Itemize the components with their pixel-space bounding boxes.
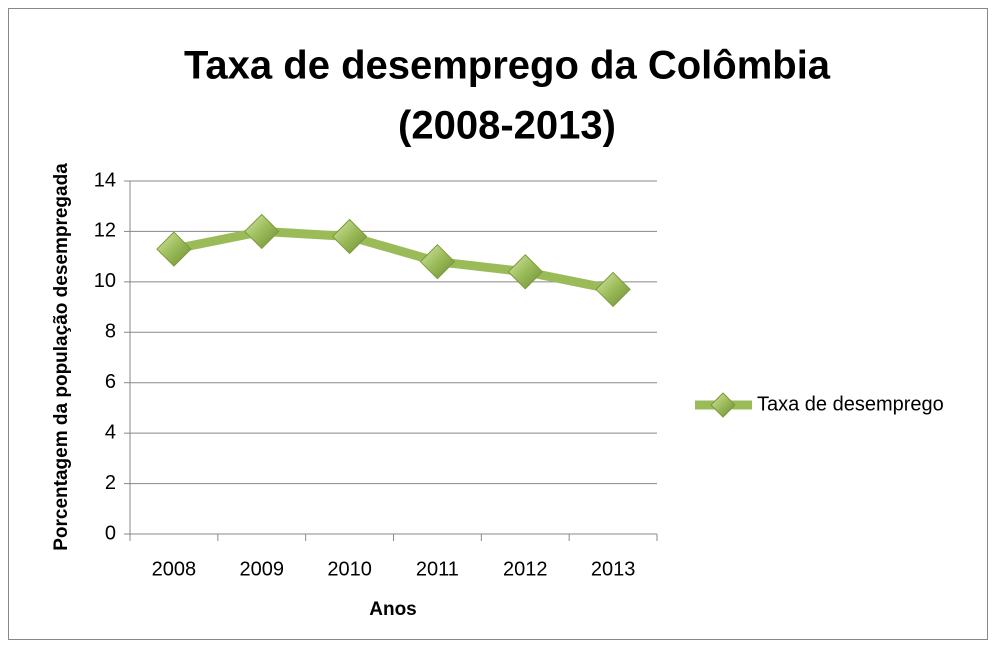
marker (419, 243, 456, 280)
marker (331, 218, 368, 255)
y-tick-label: 12 (94, 220, 116, 242)
chart-title: (2008-2013) (398, 104, 616, 148)
chart-title: Taxa de desemprego da Colômbia (184, 44, 831, 88)
x-axis-title: Anos (369, 599, 417, 620)
y-axis-title: Porcentagem da população desempregada (51, 163, 72, 551)
x-tick-label: 2013 (591, 558, 636, 580)
marker (156, 231, 192, 267)
legend-label: Taxa de desemprego (757, 393, 944, 415)
x-tick-label: 2011 (416, 558, 459, 580)
marker (595, 271, 631, 308)
y-tick-label: 8 (105, 321, 116, 343)
marker (507, 254, 543, 290)
x-tick-label: 2010 (327, 558, 372, 580)
marker (244, 213, 280, 250)
legend-marker (710, 392, 736, 418)
y-tick-label: 10 (94, 270, 116, 292)
y-tick-label: 14 (94, 169, 116, 191)
y-tick-label: 6 (105, 371, 116, 393)
y-tick-label: 0 (105, 522, 116, 544)
x-tick-label: 2008 (152, 558, 197, 580)
x-tick-label: 2009 (240, 558, 285, 580)
x-tick-label: 2012 (503, 558, 548, 580)
y-tick-label: 2 (105, 472, 116, 494)
y-tick-label: 4 (105, 421, 116, 443)
